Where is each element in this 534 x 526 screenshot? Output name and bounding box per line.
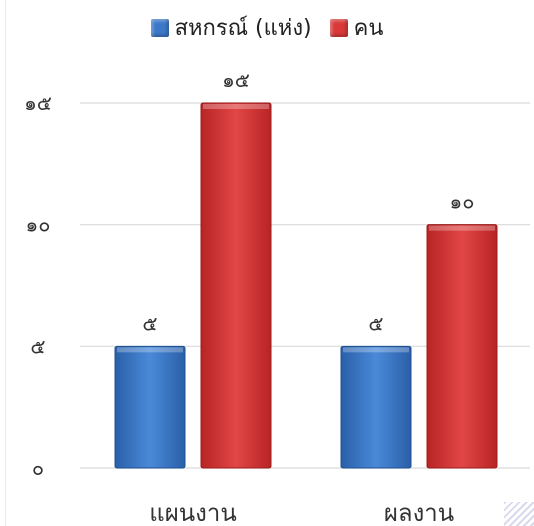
- bar-cooperatives-2: [340, 345, 412, 469]
- legend-label-series-1: คน: [353, 16, 384, 41]
- x-axis: แผนงาน ผลงาน: [149, 499, 454, 526]
- bar-highlight: [343, 347, 409, 353]
- data-label: ๕: [142, 311, 157, 335]
- y-tick-label: ๐: [32, 456, 44, 480]
- legend-label-series-0: สหกรณ์ (แห่ง): [174, 16, 312, 41]
- x-tick-label: ผลงาน: [384, 499, 454, 526]
- data-labels: ๕ ๑๕๕ ๑๐: [142, 68, 474, 335]
- y-tick-label: ๕: [30, 334, 45, 358]
- bars: [114, 102, 498, 469]
- legend-item-series-0: สหกรณ์ (แห่ง): [150, 10, 312, 45]
- data-label: ๑๕: [222, 68, 250, 92]
- x-tick-label: แผนงาน: [149, 499, 237, 526]
- legend-swatch-series-0: [150, 18, 169, 37]
- y-tick-label: ๑๐: [26, 213, 51, 237]
- data-label: ๕: [368, 311, 383, 335]
- corner-decoration: [504, 502, 534, 526]
- legend: สหกรณ์ (แห่ง) คน: [0, 10, 534, 45]
- bar-highlight: [429, 225, 495, 231]
- data-label: ๑๐: [450, 190, 475, 214]
- y-axis: ๐ ๕ ๑๐ ๑๕: [24, 91, 52, 480]
- y-tick-label: ๑๕: [24, 91, 52, 115]
- bar-people-1: [200, 102, 272, 469]
- bar-highlight: [117, 347, 183, 353]
- legend-item-series-1: คน: [329, 10, 384, 45]
- chart-frame-edge: [5, 0, 6, 526]
- bar-people-2: [426, 224, 498, 469]
- bar-highlight: [203, 104, 269, 109]
- legend-swatch-series-1: [329, 18, 348, 37]
- bar-cooperatives-1: [114, 345, 186, 469]
